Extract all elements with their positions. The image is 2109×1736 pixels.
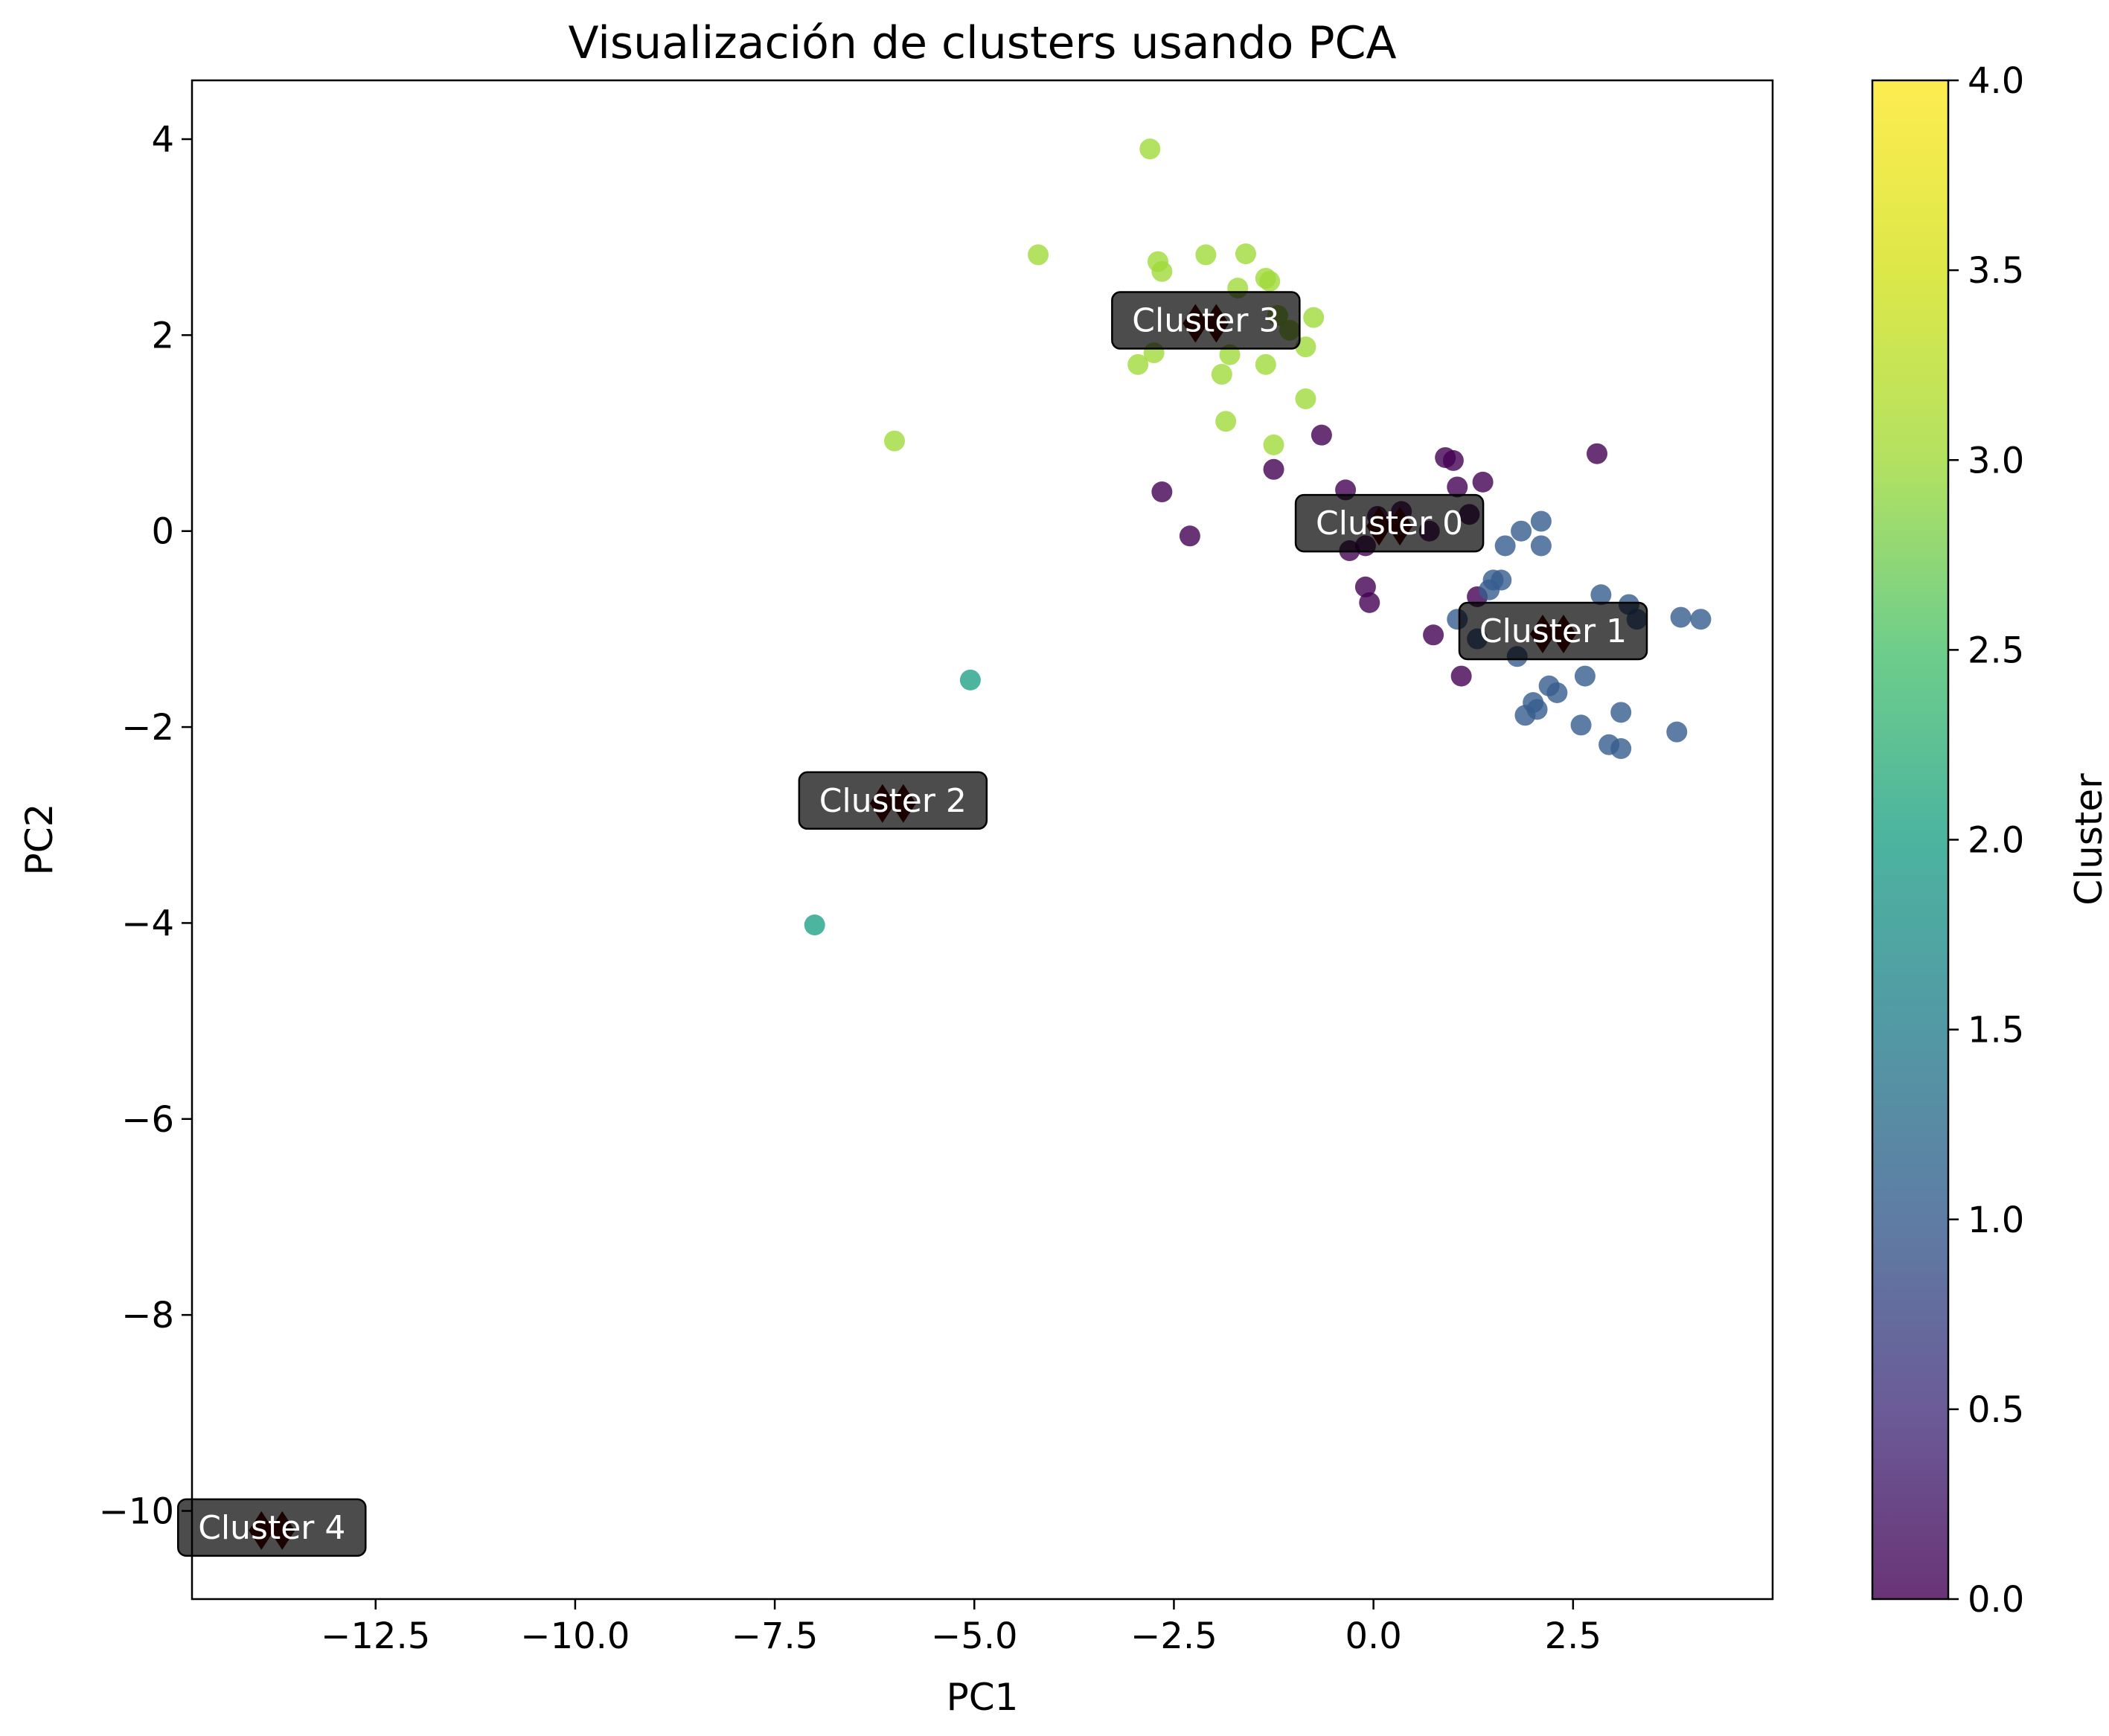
x-tick-label: −10.0 (520, 1615, 630, 1657)
centroid-label: Cluster 2 (819, 782, 967, 820)
data-point (1511, 520, 1532, 542)
data-point (1195, 244, 1217, 266)
y-tick-label: 0 (151, 511, 174, 553)
colorbar (1871, 79, 1950, 1601)
x-tick-label: 2.5 (1545, 1615, 1601, 1657)
y-tick-label: −10 (99, 1490, 174, 1532)
colorbar-tick-label: 1.0 (1968, 1199, 2024, 1241)
data-point (1423, 624, 1444, 646)
data-point (1179, 525, 1200, 547)
y-tick-label: −6 (121, 1099, 174, 1141)
data-point (1303, 307, 1325, 328)
data-point (1590, 584, 1612, 606)
data-point (1263, 434, 1284, 455)
x-axis: −12.5 −10.0 −7.5 −5.0 −2.5 0.0 2.5 (321, 1599, 1601, 1657)
chart-title: Visualización de clusters usando PCA (568, 17, 1396, 69)
y-axis: 4 2 0 −2 −4 −6 −8 −10 (99, 119, 192, 1532)
data-point (1354, 576, 1376, 598)
data-point (1666, 721, 1688, 743)
data-point (1211, 364, 1232, 385)
data-point (1151, 260, 1173, 282)
data-point (1450, 665, 1472, 687)
data-point (1530, 510, 1552, 532)
colorbar-label: Cluster (2067, 773, 2109, 906)
data-point (1570, 714, 1592, 736)
data-point (1447, 476, 1468, 498)
colorbar-tick-label: 4.0 (1968, 60, 2024, 102)
colorbar-tick-label: 0.0 (1968, 1579, 2024, 1621)
centroid-label: Cluster 0 (1316, 505, 1463, 542)
data-point (1587, 443, 1607, 464)
y-tick-label: −2 (121, 707, 174, 749)
colorbar-tick-label: 2.0 (1968, 820, 2024, 862)
colorbar-tick-label: 2.5 (1968, 630, 2024, 671)
data-point (1255, 353, 1276, 375)
x-tick-label: −12.5 (321, 1615, 430, 1657)
centroid-label-box (798, 771, 988, 830)
data-point (1263, 458, 1284, 480)
data-point (1139, 138, 1161, 160)
data-point (884, 430, 905, 452)
y-tick-label: 2 (151, 315, 174, 356)
colorbar-tick-label: 0.5 (1968, 1389, 2024, 1431)
centroid-label-box (1294, 493, 1485, 553)
data-point (1526, 699, 1548, 720)
data-point (1670, 606, 1692, 628)
data-point (804, 915, 825, 936)
data-point (1310, 424, 1332, 446)
data-point (1295, 388, 1316, 409)
data-point (1479, 579, 1500, 600)
colorbar-tick-label: 3.0 (1968, 440, 2024, 481)
x-tick-label: −5.0 (931, 1615, 1018, 1657)
centroid-label: Cluster 3 (1132, 302, 1279, 340)
x-tick-label: −2.5 (1130, 1615, 1217, 1657)
data-point (1610, 738, 1632, 760)
data-point (1259, 270, 1281, 292)
colorbar-ticks: 0.0 0.5 1.0 1.5 2.0 2.5 3.0 3.5 4.0 (1948, 60, 2024, 1621)
data-point (1574, 665, 1596, 687)
x-tick-label: 0.0 (1345, 1615, 1401, 1657)
data-point (1494, 535, 1516, 557)
centroids-layer: Cluster 0 Cluster 1 Cluster 2 Cluster 3 Clus… (177, 291, 1648, 1557)
centroid-label-box (1111, 291, 1301, 350)
data-point (1690, 609, 1712, 630)
data-point (1442, 449, 1464, 471)
centroid-label: Cluster 1 (1479, 612, 1627, 650)
colorbar-tick-label: 1.5 (1968, 1010, 2024, 1051)
data-point (1472, 471, 1494, 493)
data-point (1215, 411, 1237, 432)
plot-frame (191, 79, 1774, 1601)
data-point (1530, 535, 1552, 557)
centroid-label-box (1458, 601, 1648, 661)
centroid-label-box (177, 1498, 367, 1557)
y-tick-label: −8 (121, 1295, 174, 1336)
data-point (959, 669, 981, 691)
data-point (1127, 353, 1149, 375)
data-point (1359, 592, 1380, 613)
y-tick-label: −4 (121, 903, 174, 944)
y-axis-label: PC2 (18, 804, 61, 876)
centroid-label: Cluster 4 (198, 1509, 345, 1547)
x-axis-label: PC1 (947, 1676, 1019, 1719)
data-point (1610, 702, 1632, 723)
colorbar-tick-label: 3.5 (1968, 250, 2024, 292)
x-tick-label: −7.5 (732, 1615, 819, 1657)
data-point (1028, 244, 1049, 266)
y-tick-label: 4 (151, 119, 174, 161)
data-point (1235, 243, 1256, 265)
data-point (1546, 682, 1568, 703)
data-point (1151, 481, 1173, 503)
